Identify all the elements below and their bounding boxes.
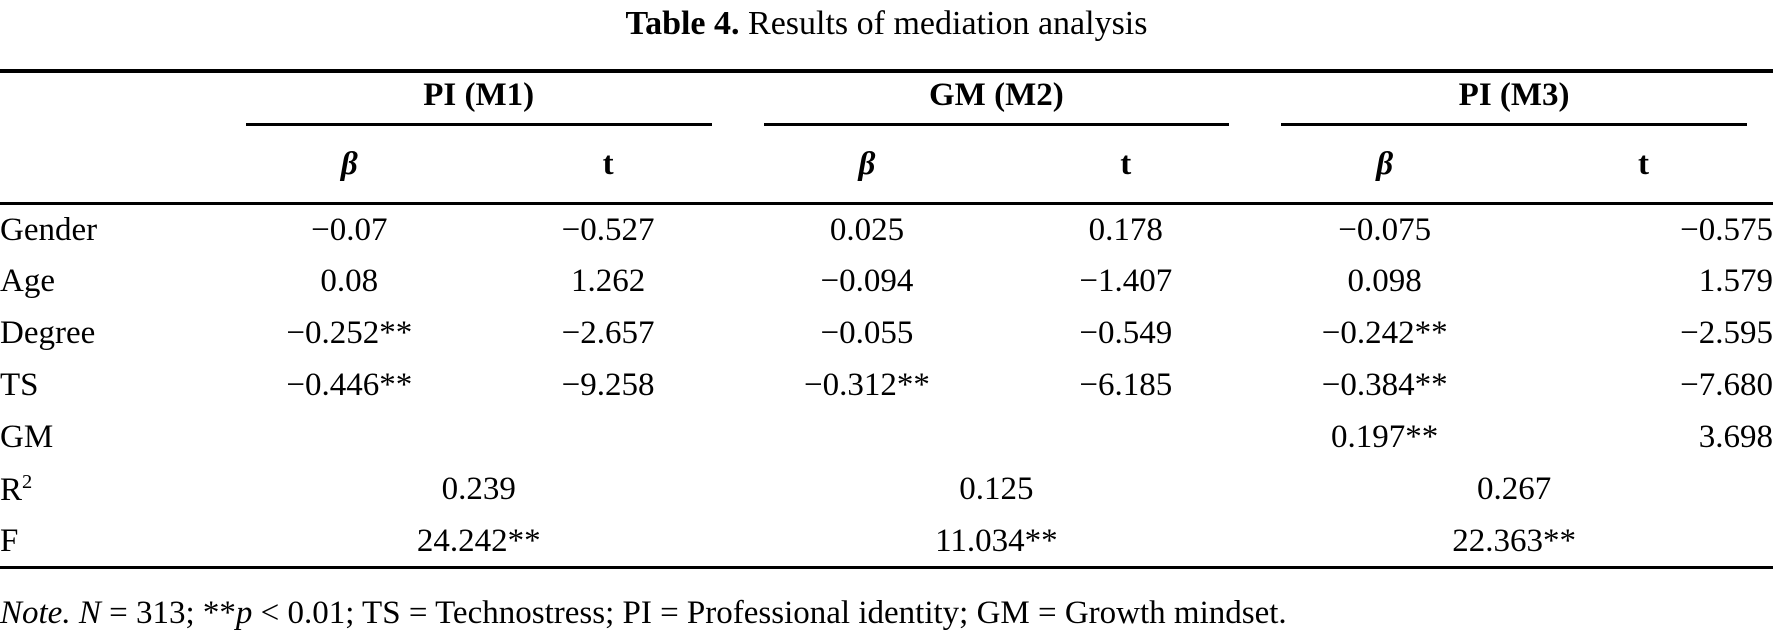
mediation-table: PI (M1) GM (M2) PI (M3) β t β t β t Gend… [0,68,1773,570]
cell-t-m3: −7.680 [1680,367,1773,404]
cell-beta-m2: −0.312** [804,367,930,404]
subheader-t-m2: t [996,125,1256,206]
empty-subheader-cell [0,125,220,206]
group-header-pi-m1: PI (M1) [220,71,738,126]
table-row-gender: Gender −0.07 −0.527 0.025 0.178 −0.075 −… [0,204,1773,256]
subheader-t-m3: t [1514,125,1773,206]
cell-beta-m3: −0.384** [1321,367,1448,404]
note-n-symbol: N [78,595,101,632]
cell-f-m1: 24.242** [219,515,738,570]
cell-f-m2: 11.034** [737,515,1256,570]
group-header-row: PI (M1) GM (M2) PI (M3) [0,71,1773,126]
table-row-f: F 24.242** 11.034** 22.363** [0,515,1773,570]
r-squared-exponent: 2 [22,470,33,493]
table-row-gm: GM 0.197** 3.698 [0,412,1773,464]
group-header-pi-m1-label: PI (M1) [245,77,712,126]
table-row-degree: Degree −0.252** −2.657 −0.055 −0.549 −0.… [0,308,1773,360]
cell-t-m1: −9.258 [561,367,655,404]
cell-t-m2: −1.407 [1079,263,1173,300]
note-label: Note. [0,595,71,632]
cell-beta-m1: −0.07 [311,212,388,249]
row-label: Gender [0,212,98,249]
r-squared-base: R [0,471,23,508]
cell-beta-m3: −0.242** [1321,315,1448,352]
cell-t-m3: −0.575 [1680,212,1773,249]
cell-t-m2: −0.549 [1079,315,1173,352]
subheader-t-m1: t [478,125,738,206]
note-p-symbol: p [235,595,253,632]
note-abbreviations: < 0.01; TS = Technostress; PI = Professi… [252,595,1287,632]
cell-beta-m1: −0.252** [286,315,413,352]
empty-corner-cell [0,71,220,126]
table-row-age: Age 0.08 1.262 −0.094 −1.407 0.098 1.579 [0,256,1773,308]
cell-beta-m3: 0.197** [1331,419,1439,456]
cell-t-m2 [996,412,1255,464]
row-label: Degree [0,315,96,352]
cell-f-m3: 22.363** [1255,515,1773,570]
row-label: TS [0,367,39,404]
table-title: Table 4. Results of mediation analysis [0,0,1773,45]
cell-t-m1: −2.657 [561,315,655,352]
cell-r2-m1: 0.239 [441,471,516,508]
cell-beta-m1: −0.446** [286,367,413,404]
group-header-gm-m2: GM (M2) [738,71,1256,126]
cell-beta-m2: 0.025 [829,212,905,249]
row-label: F [0,515,220,570]
cell-t-m2: 0.178 [1088,212,1163,249]
row-label: GM [0,419,54,456]
cell-beta-m2: −0.055 [820,315,914,352]
row-label: R2 [0,464,220,516]
cell-beta-m2 [738,412,997,464]
table-row-r-squared: R2 0.239 0.125 0.267 [0,464,1773,516]
cell-t-m1: −0.527 [561,212,655,249]
cell-beta-m3: −0.075 [1338,212,1432,249]
table-row-ts: TS −0.446** −9.258 −0.312** −6.185 −0.38… [0,360,1773,412]
cell-t-m3: 1.579 [1698,263,1773,300]
table-note: Note. N = 313; **p < 0.01; TS = Technost… [0,595,1773,633]
subheader-beta-m2: β [737,125,997,206]
group-header-pi-m3: PI (M3) [1255,71,1773,126]
cell-r2-m2: 0.125 [959,471,1034,508]
row-label: Age [0,263,55,300]
group-header-pi-m3-label: PI (M3) [1281,77,1747,126]
subheader-beta-m3: β [1255,125,1515,206]
cell-t-m3: 3.698 [1698,419,1773,456]
table-number: Table 4. [625,5,740,42]
cell-r2-m3: 0.267 [1476,471,1552,508]
group-header-gm-m2-label: GM (M2) [763,77,1230,126]
table-title-text: Results of mediation analysis [748,5,1148,42]
cell-t-m3: −2.595 [1680,315,1773,352]
cell-beta-m1: 0.08 [320,263,379,300]
note-n-value: = 313; ** [100,595,236,632]
cell-beta-m1 [220,412,479,464]
subheader-beta-m1: β [219,125,479,206]
cell-beta-m2: −0.094 [820,263,914,300]
cell-t-m1 [479,412,738,464]
subheader-row: β t β t β t [0,125,1773,206]
cell-beta-m3: 0.098 [1347,263,1422,300]
cell-t-m1: 1.262 [570,263,646,300]
cell-t-m2: −6.185 [1079,367,1173,404]
